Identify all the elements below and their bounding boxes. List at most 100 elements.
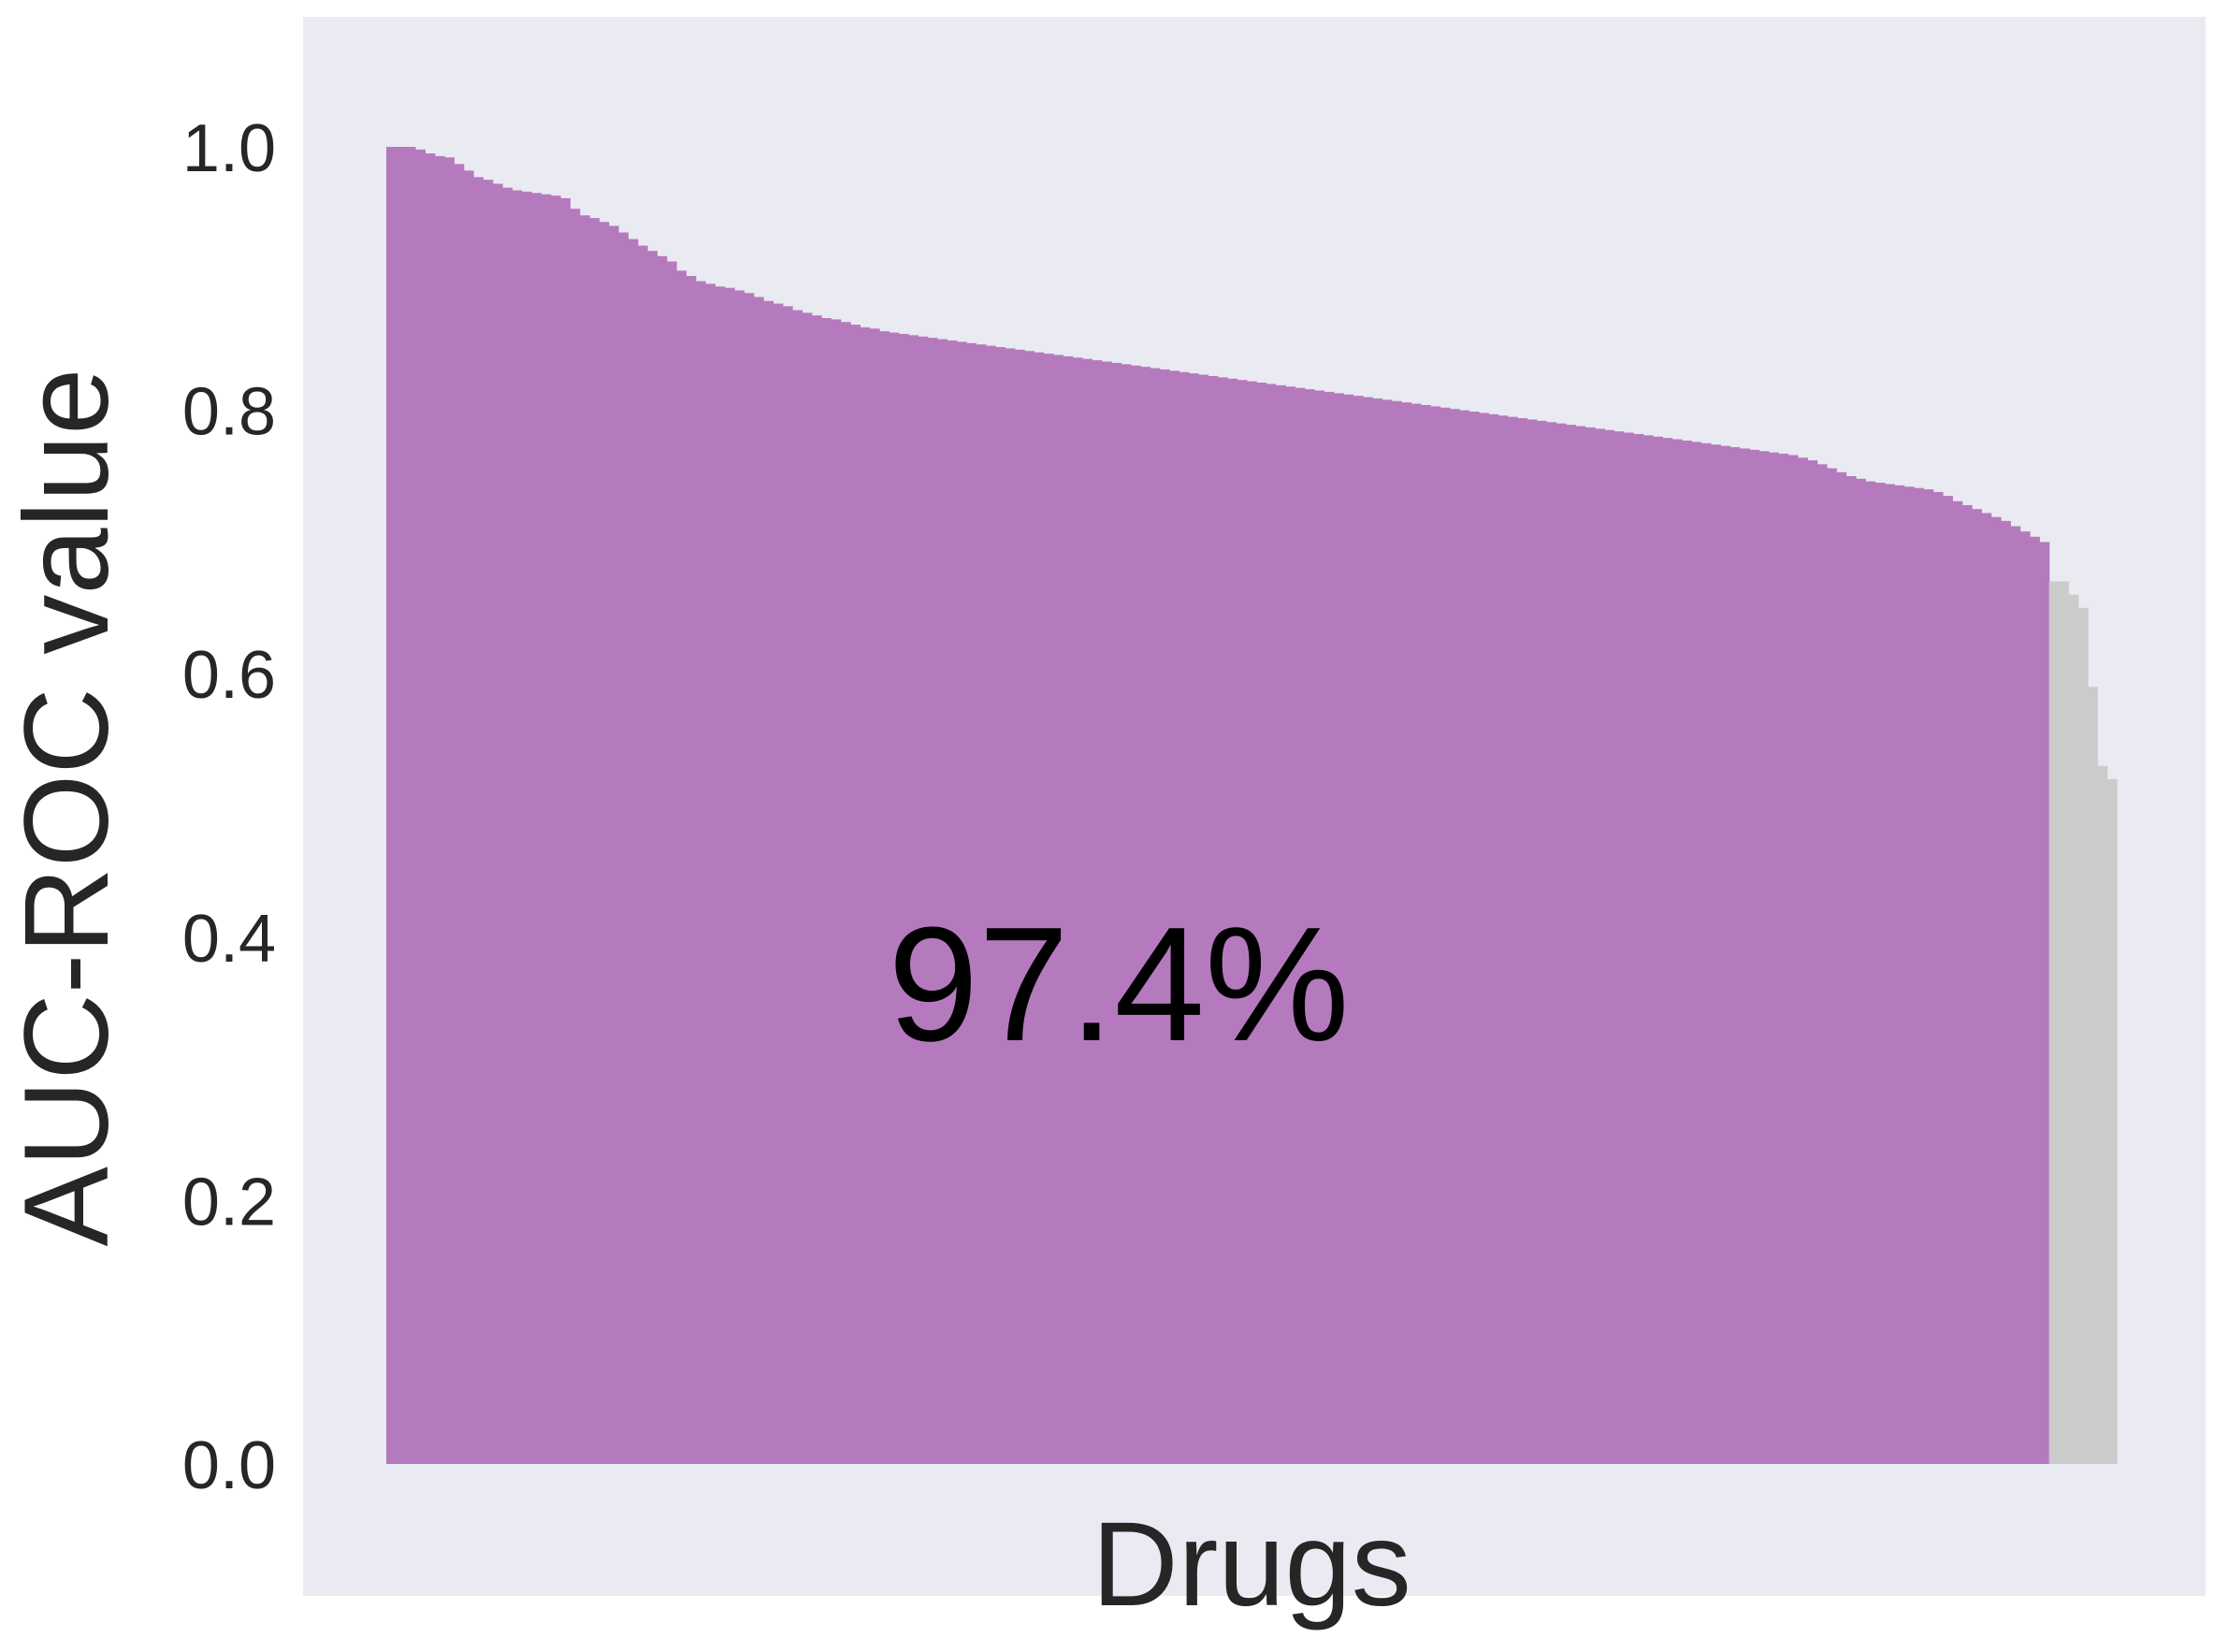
bar <box>1739 448 1750 1465</box>
y-tick-label: 0.8 <box>182 375 276 450</box>
bar <box>773 303 784 1464</box>
bar <box>1304 389 1315 1464</box>
bar <box>937 339 948 1464</box>
bar <box>2048 581 2060 1464</box>
bar <box>1527 419 1538 1465</box>
bar <box>1662 438 1673 1464</box>
bars-group <box>386 147 2118 1465</box>
bar <box>1720 445 1731 1464</box>
bar <box>2106 778 2118 1464</box>
bar <box>1314 390 1325 1465</box>
bar <box>1362 397 1373 1464</box>
bar <box>512 190 523 1465</box>
bar <box>686 275 697 1465</box>
bar <box>1778 454 1789 1464</box>
bar <box>1285 386 1296 1464</box>
bar <box>695 281 706 1464</box>
y-tick-label: 0.2 <box>182 1165 276 1239</box>
bar <box>473 177 484 1464</box>
bar <box>1507 416 1518 1464</box>
bar <box>502 187 513 1464</box>
bar <box>1942 496 1953 1464</box>
bar <box>1613 431 1625 1464</box>
bar <box>647 251 658 1465</box>
bar <box>560 197 571 1464</box>
bar <box>1623 432 1634 1464</box>
y-tick-label: 0.0 <box>182 1428 276 1503</box>
bar <box>1198 374 1209 1465</box>
bar <box>1990 516 2002 1464</box>
bar <box>763 300 774 1464</box>
bar <box>1633 433 1644 1465</box>
bar <box>792 310 803 1465</box>
bar <box>1816 464 1828 1465</box>
bar <box>1024 351 1035 1464</box>
bar <box>1546 422 1557 1464</box>
bar <box>599 222 610 1464</box>
bar <box>1894 485 1905 1464</box>
bar <box>947 340 958 1465</box>
bar <box>1295 387 1306 1464</box>
bar <box>1700 442 1712 1464</box>
bar <box>1961 504 1973 1464</box>
bar <box>666 261 677 1464</box>
bar <box>898 333 909 1465</box>
bar <box>1787 455 1799 1465</box>
bar <box>1932 491 1944 1464</box>
bar <box>985 345 996 1464</box>
bar <box>1807 460 1818 1465</box>
bar <box>782 306 793 1464</box>
bar <box>1034 352 1045 1464</box>
bar <box>753 297 764 1464</box>
bar <box>521 191 532 1464</box>
bar <box>1478 413 1489 1464</box>
bar <box>1420 404 1431 1465</box>
bar <box>1053 355 1064 1465</box>
bar <box>608 225 619 1465</box>
bar <box>1556 423 1567 1465</box>
bar <box>541 194 552 1465</box>
bar <box>628 239 639 1464</box>
bar <box>1401 402 1412 1464</box>
bar <box>1159 369 1170 1465</box>
bar <box>705 283 716 1465</box>
bar <box>1536 420 1547 1464</box>
bar <box>1411 403 1422 1464</box>
bar <box>1333 393 1344 1464</box>
bar <box>531 193 542 1464</box>
bar <box>444 157 455 1464</box>
bar <box>1256 383 1267 1464</box>
bar <box>1111 362 1122 1464</box>
bar <box>579 215 590 1465</box>
bar <box>1217 377 1228 1464</box>
bar <box>1246 381 1257 1464</box>
bar <box>1710 444 1721 1465</box>
bar <box>744 293 755 1464</box>
y-axis-label: AUC-ROC value <box>0 369 134 1247</box>
bar <box>2068 594 2079 1464</box>
bar <box>1014 349 1025 1465</box>
bar <box>434 155 445 1465</box>
bar <box>1121 364 1132 1464</box>
bar <box>1043 354 1054 1464</box>
bar <box>1604 429 1615 1465</box>
bar <box>1092 360 1103 1465</box>
bar <box>396 147 407 1464</box>
bar <box>889 332 900 1464</box>
bar <box>1575 426 1586 1464</box>
bar <box>966 342 977 1464</box>
bar <box>1005 348 1016 1464</box>
x-axis-label: Drugs <box>1092 1498 1411 1631</box>
bar <box>425 153 436 1464</box>
y-tick-labels: 0.0 0.2 0.4 0.6 0.8 1.0 <box>182 111 276 1503</box>
bar <box>1874 483 1886 1464</box>
bar <box>1836 471 1847 1464</box>
bar <box>415 149 426 1464</box>
bar <box>1913 487 1924 1465</box>
bar <box>454 164 465 1464</box>
bar <box>1101 361 1112 1464</box>
bar <box>1749 449 1760 1465</box>
bar <box>840 322 851 1464</box>
y-tick-label: 0.6 <box>182 638 276 713</box>
bar <box>1758 451 1770 1464</box>
